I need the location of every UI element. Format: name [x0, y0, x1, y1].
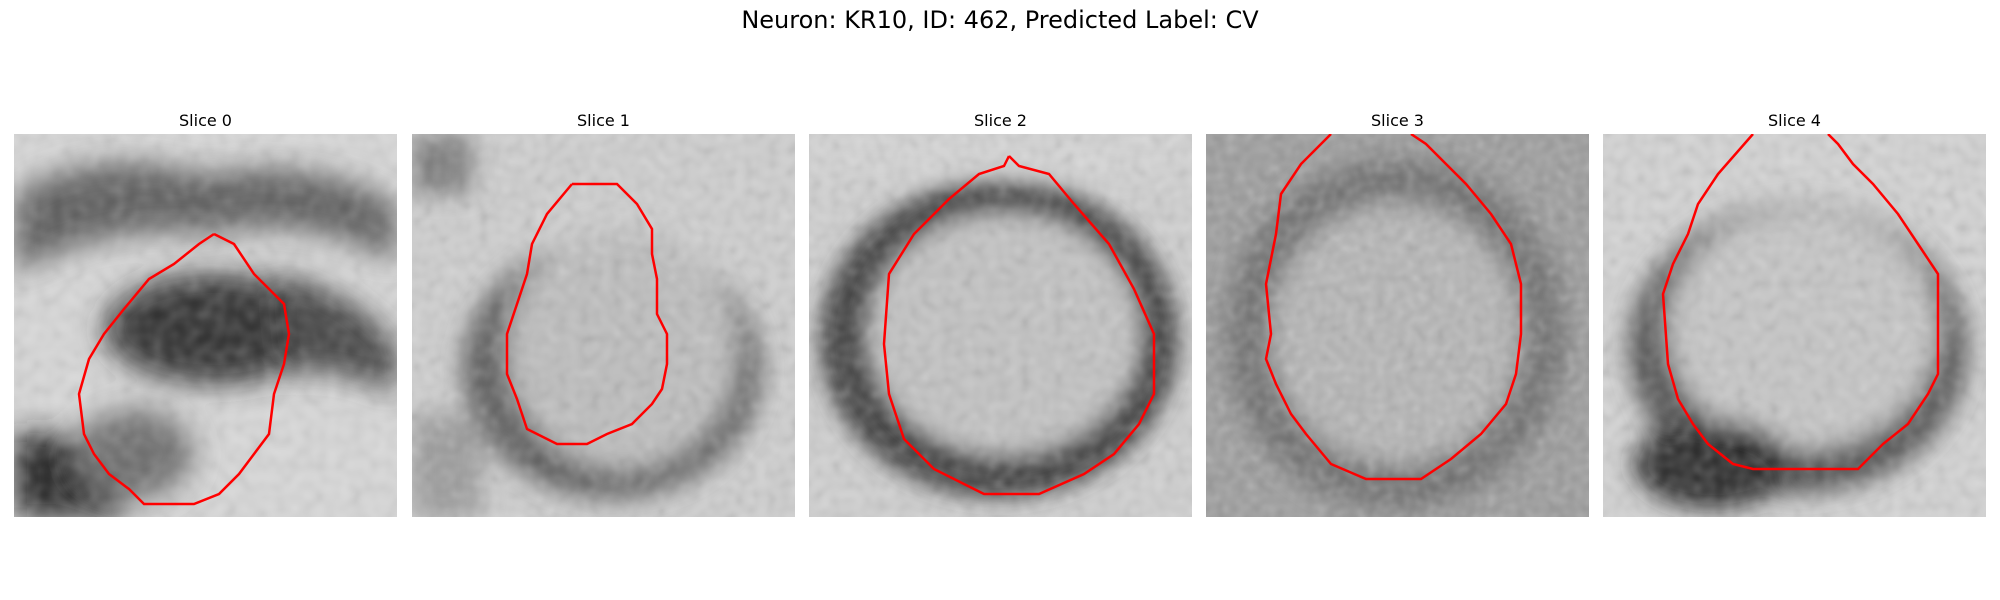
slice-title-4: Slice 4	[1768, 111, 1821, 130]
slice-title-2: Slice 2	[974, 111, 1027, 130]
slice-title-0: Slice 0	[179, 111, 232, 130]
contour-3	[1264, 134, 1523, 481]
slice-panel-0: Slice 0	[14, 108, 397, 517]
slice-image-4	[1603, 134, 1986, 517]
contour-2	[882, 155, 1156, 496]
slice-title-3: Slice 3	[1371, 111, 1424, 130]
contour-0	[77, 232, 291, 506]
contour-1	[505, 182, 669, 446]
slice-image-3	[1206, 134, 1589, 517]
slice-image-0	[14, 134, 397, 517]
slice-image-1	[412, 134, 795, 517]
slice-panel-1: Slice 1	[412, 108, 795, 517]
contour-4	[1661, 134, 1940, 471]
slice-panel-4: Slice 4	[1603, 108, 1986, 517]
slice-panel-2: Slice 2	[809, 108, 1192, 517]
slice-image-2	[809, 134, 1192, 517]
figure-title: Neuron: KR10, ID: 462, Predicted Label: …	[741, 6, 1259, 34]
slice-panel-3: Slice 3	[1206, 108, 1589, 517]
slice-title-1: Slice 1	[577, 111, 630, 130]
